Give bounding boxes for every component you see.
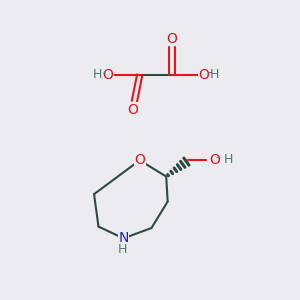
Text: H: H — [210, 68, 219, 81]
Text: -: - — [216, 152, 221, 166]
Text: O: O — [167, 32, 178, 46]
Text: O: O — [128, 103, 138, 117]
Text: H: H — [224, 153, 234, 166]
Text: H: H — [93, 68, 103, 81]
Text: H: H — [118, 243, 128, 256]
Text: O: O — [134, 153, 145, 167]
Text: O: O — [103, 68, 113, 82]
Text: N: N — [118, 231, 129, 245]
Text: -: - — [207, 67, 212, 81]
Text: O: O — [209, 153, 220, 167]
Text: ·: · — [101, 67, 106, 82]
Text: O: O — [198, 68, 209, 82]
